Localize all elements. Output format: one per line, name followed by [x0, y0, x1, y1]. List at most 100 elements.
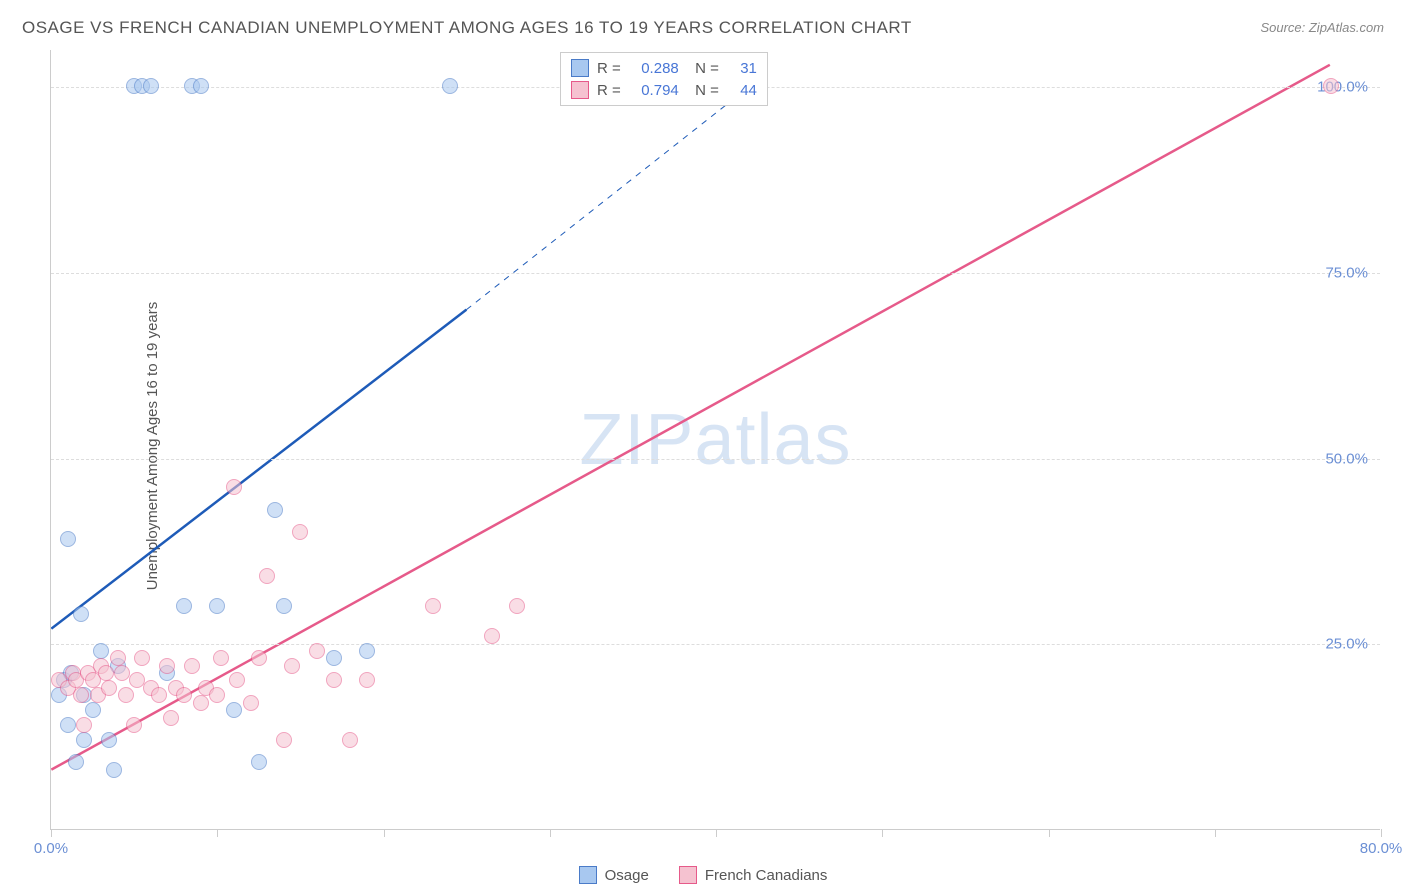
scatter-point [76, 717, 92, 733]
scatter-point [76, 732, 92, 748]
scatter-point [226, 479, 242, 495]
scatter-point [73, 687, 89, 703]
legend-n-label: N = [687, 82, 719, 99]
legend-n-value: 44 [727, 82, 757, 99]
scatter-point [267, 502, 283, 518]
x-tick [1215, 829, 1216, 837]
scatter-point [163, 710, 179, 726]
scatter-point [309, 643, 325, 659]
scatter-point [259, 568, 275, 584]
x-tick [1049, 829, 1050, 837]
scatter-point [209, 687, 225, 703]
x-tick [217, 829, 218, 837]
legend-r-label: R = [597, 82, 621, 99]
legend-swatch [571, 59, 589, 77]
trend-line [51, 65, 1329, 770]
scatter-point [213, 650, 229, 666]
scatter-point [134, 650, 150, 666]
scatter-point [359, 643, 375, 659]
scatter-point [93, 643, 109, 659]
scatter-point [101, 680, 117, 696]
scatter-point [292, 524, 308, 540]
grid-line-h [51, 273, 1380, 274]
scatter-point [442, 78, 458, 94]
scatter-point [284, 658, 300, 674]
x-tick [882, 829, 883, 837]
source-attribution: Source: ZipAtlas.com [1260, 20, 1384, 35]
trend-line [51, 310, 466, 629]
scatter-point [60, 717, 76, 733]
scatter-point [110, 650, 126, 666]
scatter-point [425, 598, 441, 614]
legend-r-value: 0.794 [629, 82, 679, 99]
legend-series-item: French Canadians [679, 866, 828, 884]
watermark-zip: ZIP [579, 400, 694, 480]
watermark: ZIPatlas [579, 399, 851, 481]
x-tick [550, 829, 551, 837]
legend-n-label: N = [687, 60, 719, 77]
scatter-point [176, 687, 192, 703]
x-tick-label: 80.0% [1360, 840, 1403, 857]
legend-n-value: 31 [727, 60, 757, 77]
scatter-point [1323, 78, 1339, 94]
scatter-point [60, 531, 76, 547]
y-tick-label: 75.0% [1325, 264, 1368, 281]
scatter-point [114, 665, 130, 681]
x-tick [51, 829, 52, 837]
scatter-point [73, 606, 89, 622]
x-tick-label: 0.0% [34, 840, 68, 857]
scatter-point [251, 754, 267, 770]
scatter-point [101, 732, 117, 748]
scatter-point [243, 695, 259, 711]
x-tick [1381, 829, 1382, 837]
scatter-point [193, 78, 209, 94]
legend-r-label: R = [597, 60, 621, 77]
scatter-point [151, 687, 167, 703]
scatter-point [342, 732, 358, 748]
scatter-point [209, 598, 225, 614]
scatter-point [276, 732, 292, 748]
scatter-point [359, 672, 375, 688]
scatter-point [184, 658, 200, 674]
scatter-point [98, 665, 114, 681]
x-tick [716, 829, 717, 837]
series-legend: Osage French Canadians [0, 866, 1406, 884]
legend-swatch [571, 81, 589, 99]
scatter-point [509, 598, 525, 614]
x-tick [384, 829, 385, 837]
scatter-point [68, 754, 84, 770]
legend-series-item: Osage [579, 866, 649, 884]
scatter-point [326, 672, 342, 688]
legend-stat-row: R = 0.288 N = 31 [571, 57, 757, 79]
scatter-point [229, 672, 245, 688]
legend-series-label: French Canadians [705, 867, 828, 884]
scatter-point [159, 658, 175, 674]
grid-line-h [51, 644, 1380, 645]
stats-legend: R = 0.288 N = 31R = 0.794 N = 44 [560, 52, 768, 106]
y-tick-label: 25.0% [1325, 636, 1368, 653]
scatter-point [251, 650, 267, 666]
grid-line-h [51, 459, 1380, 460]
scatter-point [106, 762, 122, 778]
scatter-point [326, 650, 342, 666]
legend-swatch [679, 866, 697, 884]
legend-swatch [579, 866, 597, 884]
legend-r-value: 0.288 [629, 60, 679, 77]
scatter-point [484, 628, 500, 644]
scatter-point [126, 717, 142, 733]
scatter-point [226, 702, 242, 718]
legend-stat-row: R = 0.794 N = 44 [571, 79, 757, 101]
y-tick-label: 50.0% [1325, 450, 1368, 467]
scatter-point [143, 78, 159, 94]
scatter-point [276, 598, 292, 614]
scatter-point [193, 695, 209, 711]
legend-series-label: Osage [605, 867, 649, 884]
plot-area: ZIPatlas 25.0%50.0%75.0%100.0%0.0%80.0% [50, 50, 1380, 830]
chart-title: OSAGE VS FRENCH CANADIAN UNEMPLOYMENT AM… [22, 18, 912, 38]
trend-line-dashed [466, 87, 748, 310]
scatter-point [118, 687, 134, 703]
scatter-point [85, 702, 101, 718]
trend-lines-layer [51, 50, 1380, 829]
watermark-atlas: atlas [694, 400, 851, 480]
scatter-point [176, 598, 192, 614]
